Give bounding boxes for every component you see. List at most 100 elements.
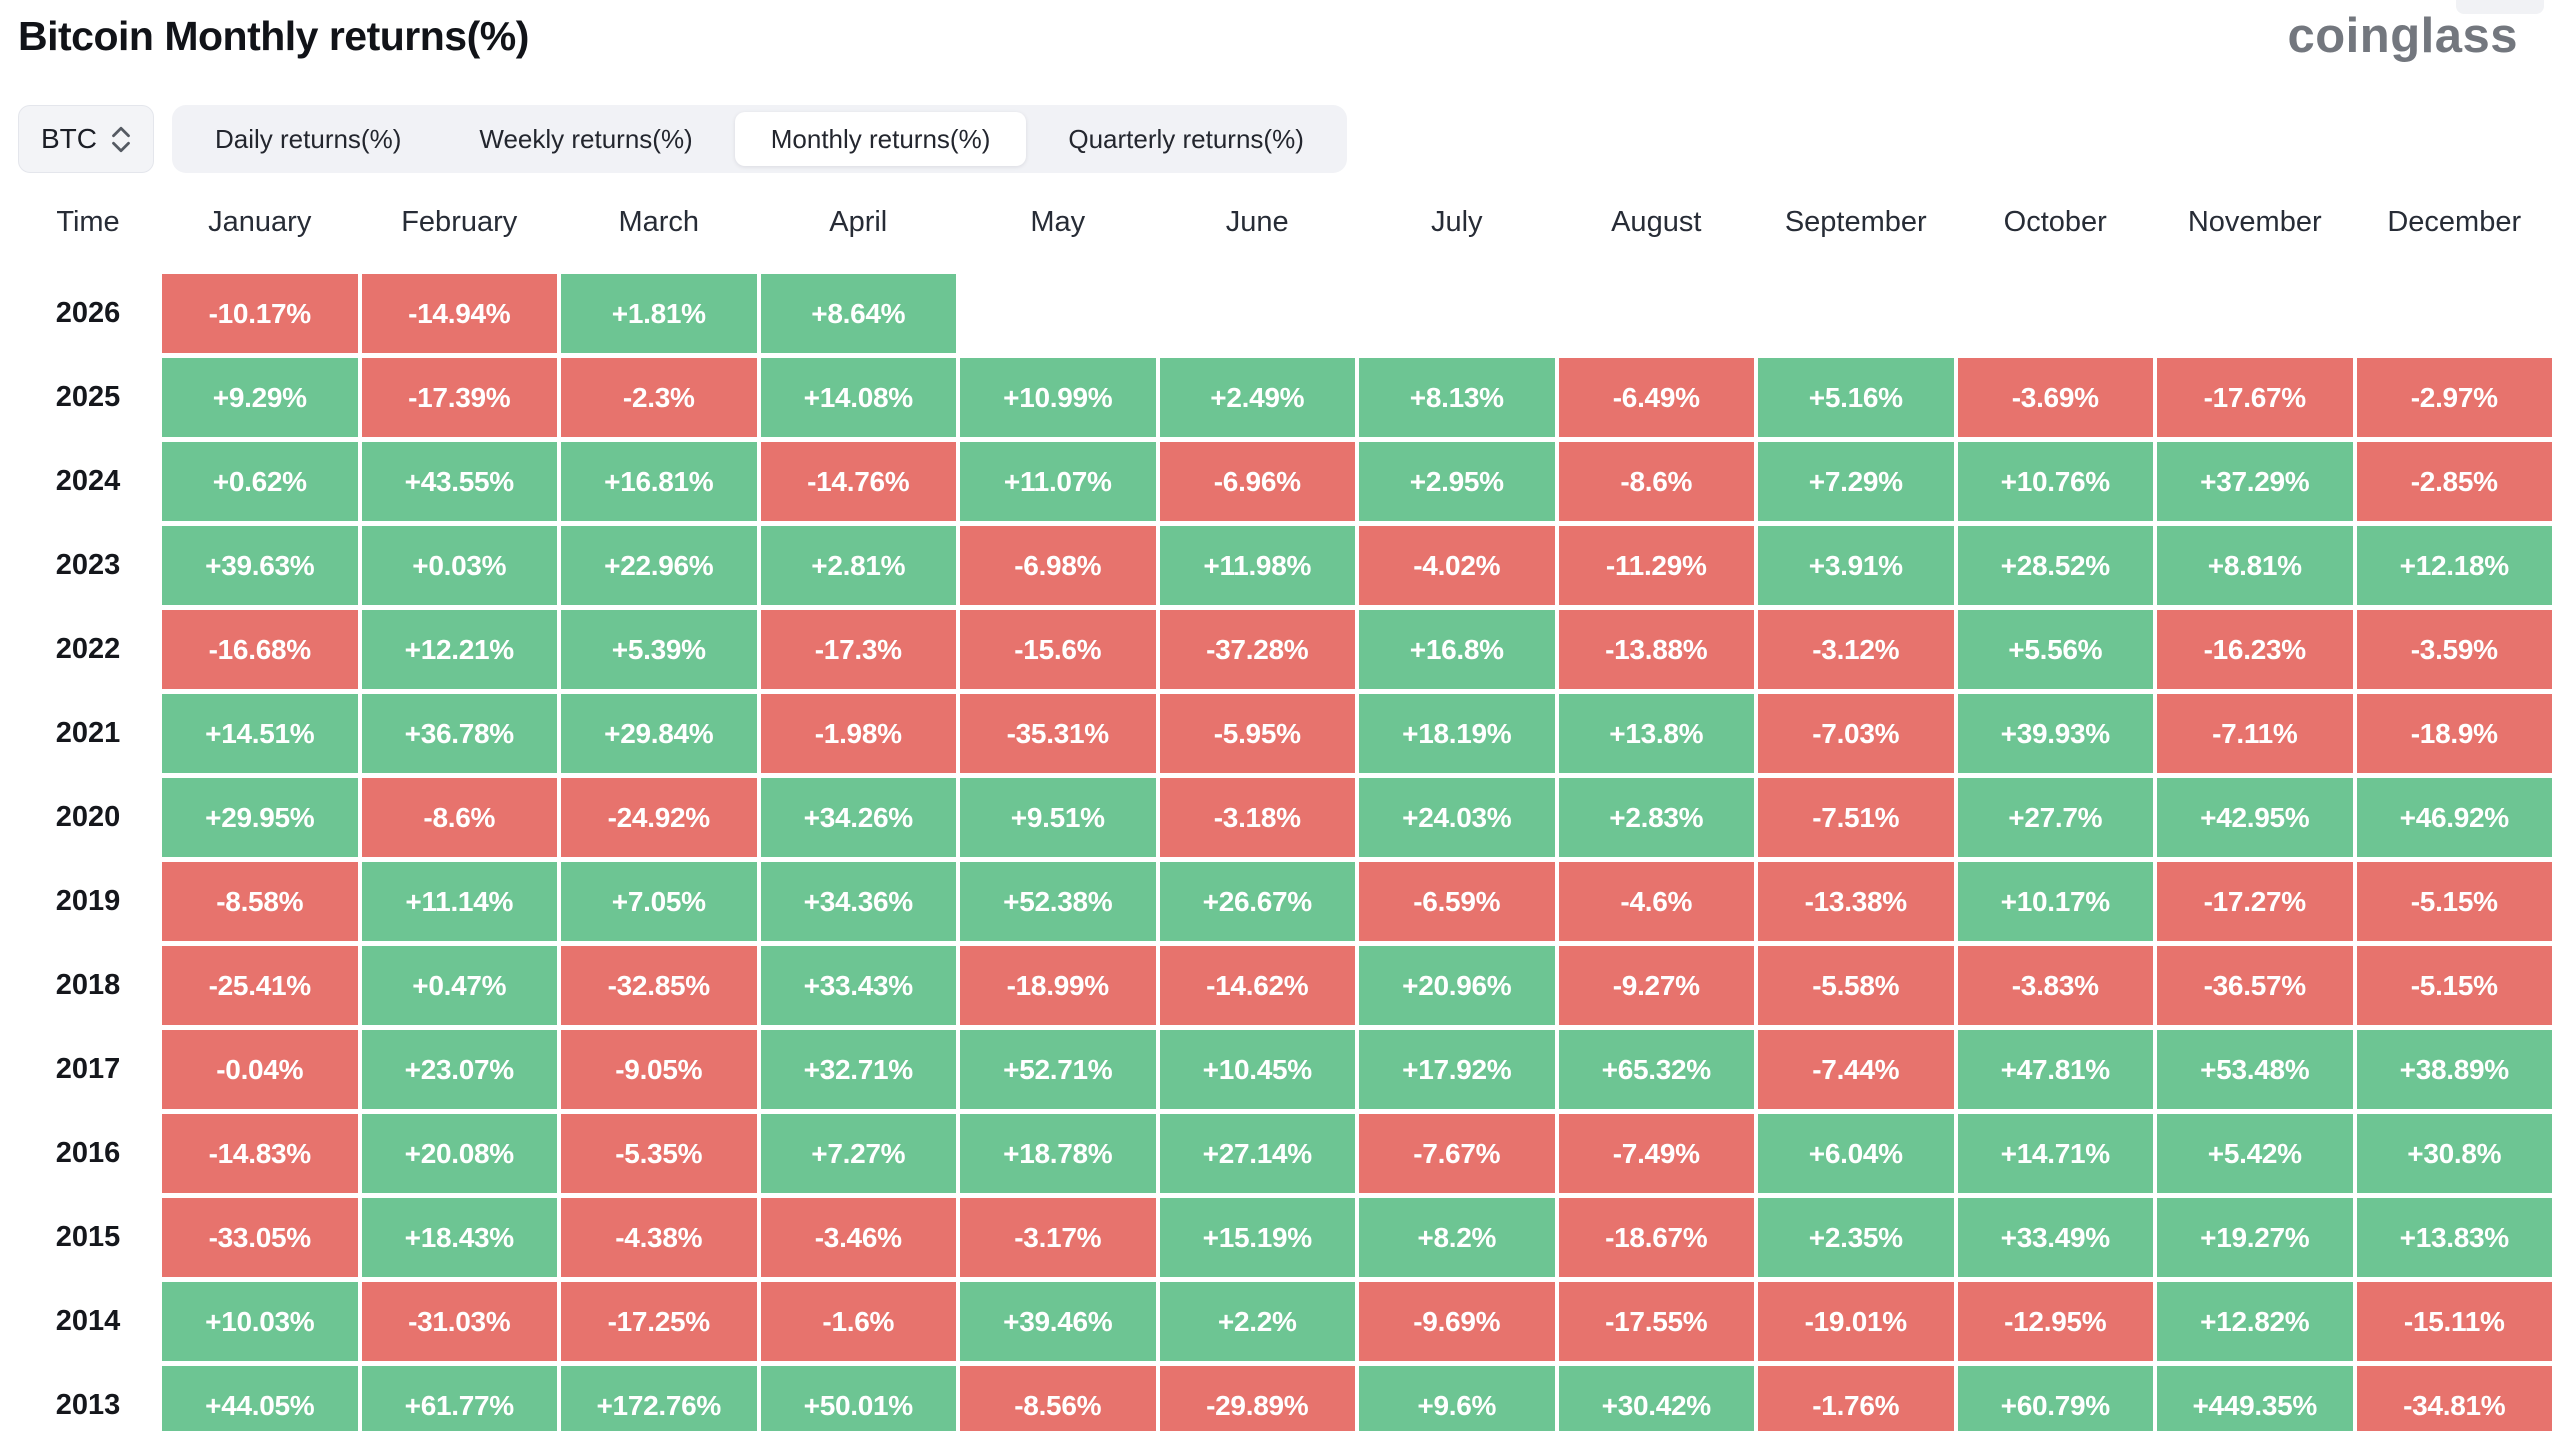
return-cell: +172.76%: [561, 1366, 757, 1431]
return-cell: +6.04%: [1758, 1114, 1954, 1193]
return-cell: -3.18%: [1159, 778, 1355, 857]
col-header-month: November: [2187, 205, 2322, 238]
return-cell: +8.64%: [760, 274, 956, 353]
return-cell: +13.8%: [1558, 694, 1754, 773]
return-cell: -4.6%: [1558, 862, 1754, 941]
return-cell: +42.95%: [2157, 778, 2353, 857]
return-cell: -4.02%: [1359, 526, 1555, 605]
return-cell: +5.39%: [561, 610, 757, 689]
return-cell: +19.27%: [2157, 1198, 2353, 1277]
row-year-label: 2021: [55, 717, 121, 749]
col-header-month: April: [829, 205, 888, 238]
return-cell: -15.11%: [2356, 1282, 2552, 1361]
tab-quarterly[interactable]: Quarterly returns(%): [1068, 123, 1304, 154]
return-cell: +2.95%: [1359, 442, 1555, 521]
return-cell: -17.55%: [1558, 1282, 1754, 1361]
row-year-label: 2025: [55, 381, 121, 413]
tab-monthly[interactable]: Monthly returns(%): [734, 112, 1027, 166]
return-cell: -11.29%: [1558, 526, 1754, 605]
return-cell: -0.04%: [162, 1030, 358, 1109]
return-cell: -3.12%: [1758, 610, 1954, 689]
return-cell: +50.01%: [760, 1366, 956, 1431]
row-year-label: 2026: [55, 297, 121, 329]
return-cell: -3.69%: [1957, 358, 2153, 437]
symbol-select-value: BTC: [41, 123, 97, 154]
return-cell: +43.55%: [361, 442, 557, 521]
return-cell: +29.84%: [561, 694, 757, 773]
tab-daily[interactable]: Daily returns(%): [215, 123, 402, 154]
updown-chevron-icon: [111, 126, 131, 153]
return-cell: -3.46%: [760, 1198, 956, 1277]
return-cell: +13.83%: [2356, 1198, 2552, 1277]
return-cell: +9.51%: [960, 778, 1156, 857]
col-header-month: October: [2003, 205, 2107, 238]
return-cell: -8.6%: [1558, 442, 1754, 521]
return-cell: -8.6%: [361, 778, 557, 857]
return-cell: +9.6%: [1359, 1366, 1555, 1431]
return-cell: +27.7%: [1957, 778, 2153, 857]
return-cell: -7.11%: [2157, 694, 2353, 773]
return-cell: +10.99%: [960, 358, 1156, 437]
return-cell: -16.23%: [2157, 610, 2353, 689]
return-cell: +15.19%: [1159, 1198, 1355, 1277]
return-cell: +17.92%: [1359, 1030, 1555, 1109]
return-cell: +16.81%: [561, 442, 757, 521]
return-cell: -9.05%: [561, 1030, 757, 1109]
return-cell: -1.76%: [1758, 1366, 1954, 1431]
return-cell: [1359, 274, 1555, 353]
return-cell: -4.38%: [561, 1198, 757, 1277]
return-cell: -32.85%: [561, 946, 757, 1025]
coinglass-logo: coinglass: [2287, 9, 2518, 63]
return-cell: +14.08%: [760, 358, 956, 437]
return-cell: -17.39%: [361, 358, 557, 437]
return-cell: -17.67%: [2157, 358, 2353, 437]
return-cell: +2.2%: [1159, 1282, 1355, 1361]
return-cell: +14.51%: [162, 694, 358, 773]
return-cell: -34.81%: [2356, 1366, 2552, 1431]
return-cell: -14.62%: [1159, 946, 1355, 1025]
row-year-label: 2020: [55, 801, 121, 833]
col-header-time: Time: [56, 205, 120, 238]
row-year-label: 2017: [55, 1053, 121, 1085]
return-cell: -18.67%: [1558, 1198, 1754, 1277]
col-header-month: May: [1030, 205, 1086, 238]
return-cell: -2.97%: [2356, 358, 2552, 437]
return-cell: +5.42%: [2157, 1114, 2353, 1193]
return-cell: -7.03%: [1758, 694, 1954, 773]
return-cell: +47.81%: [1957, 1030, 2153, 1109]
return-cell: +26.67%: [1159, 862, 1355, 941]
return-cell: +12.82%: [2157, 1282, 2353, 1361]
return-cell: +52.71%: [960, 1030, 1156, 1109]
return-cell: -17.3%: [760, 610, 956, 689]
return-cell: -29.89%: [1159, 1366, 1355, 1431]
return-cell: +44.05%: [162, 1366, 358, 1431]
tab-weekly[interactable]: Weekly returns(%): [479, 123, 693, 154]
return-cell: -6.49%: [1558, 358, 1754, 437]
return-cell: [1160, 274, 1356, 353]
return-cell: -18.9%: [2356, 694, 2552, 773]
return-cell: -24.92%: [561, 778, 757, 857]
row-year-label: 2023: [55, 549, 121, 581]
symbol-select[interactable]: BTC: [18, 105, 154, 173]
return-cell: -7.44%: [1758, 1030, 1954, 1109]
row-year-label: 2018: [55, 969, 121, 1001]
returns-table: Time January February March April May June July…: [18, 190, 2552, 1431]
return-cell: [960, 274, 1156, 353]
return-cell: [1758, 274, 1954, 353]
row-year-label: 2013: [55, 1389, 121, 1421]
return-cell: +20.08%: [361, 1114, 557, 1193]
return-cell: -2.3%: [561, 358, 757, 437]
return-cell: -5.95%: [1159, 694, 1355, 773]
return-cell: +37.29%: [2157, 442, 2353, 521]
row-year-label: 2024: [55, 465, 121, 497]
return-cell: -5.58%: [1758, 946, 1954, 1025]
col-header-month: December: [2387, 205, 2522, 238]
return-cell: -3.83%: [1957, 946, 2153, 1025]
return-cell: +7.27%: [760, 1114, 956, 1193]
page-title: Bitcoin Monthly returns(%): [18, 13, 529, 59]
return-cell: [2357, 274, 2553, 353]
return-cell: +16.8%: [1359, 610, 1555, 689]
return-cell: +9.29%: [162, 358, 358, 437]
return-cell: +60.79%: [1957, 1366, 2153, 1431]
